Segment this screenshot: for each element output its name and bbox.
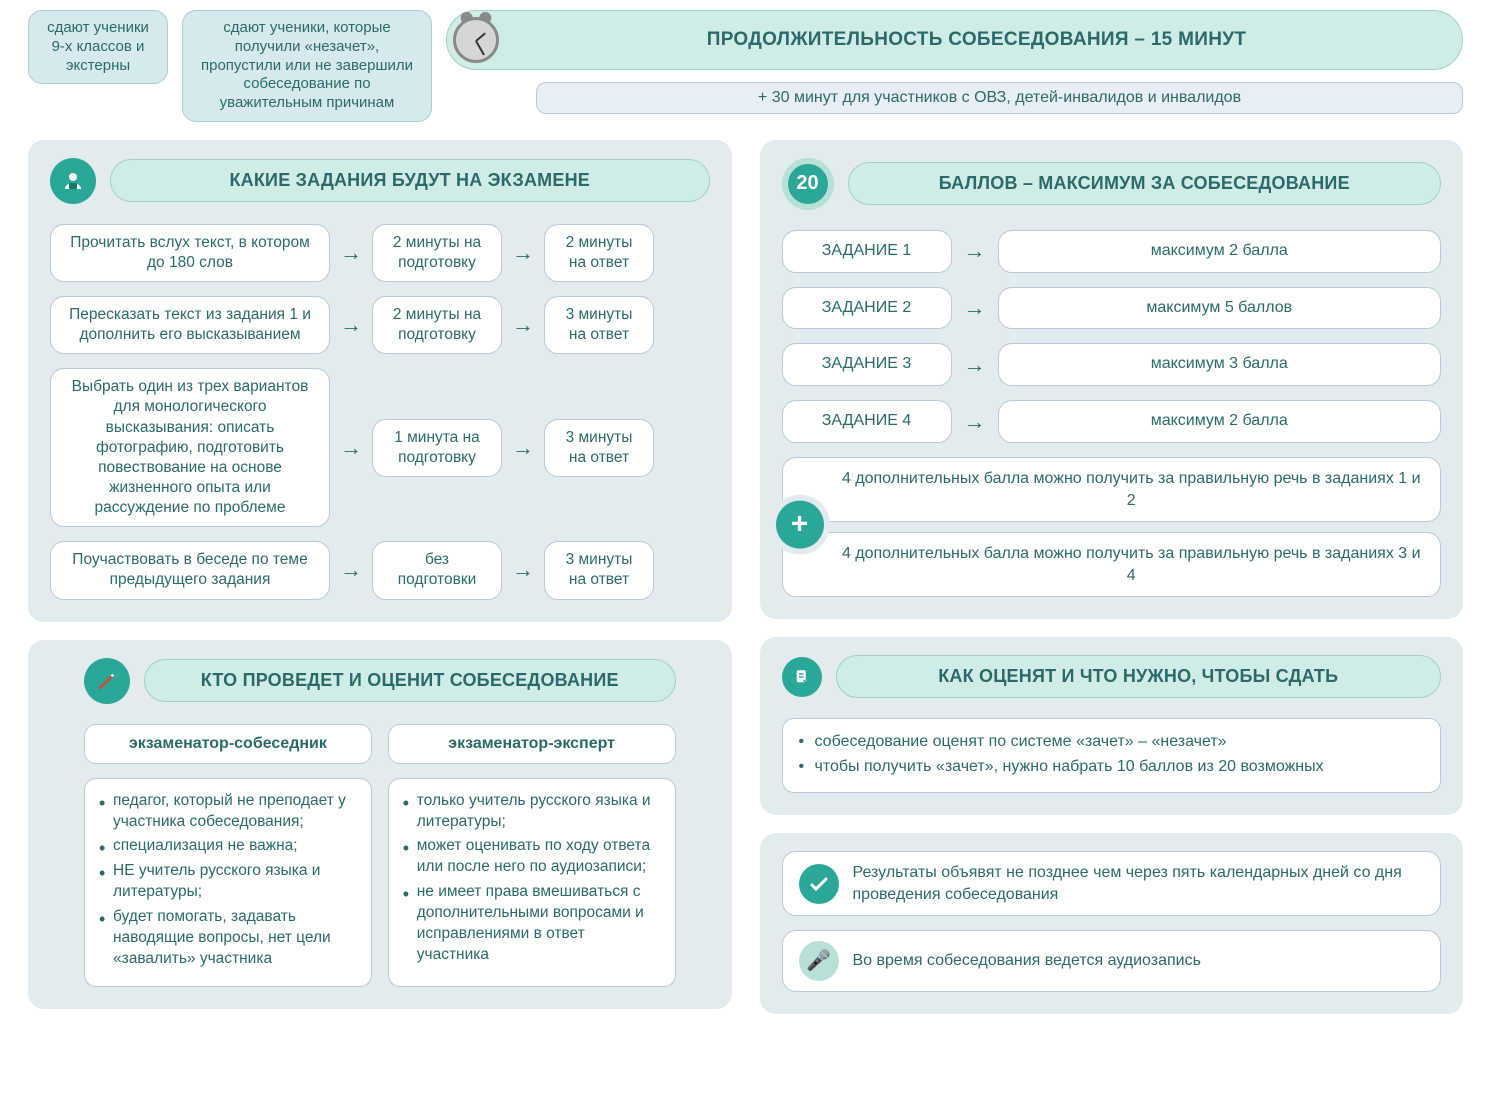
document-icon bbox=[782, 657, 822, 697]
score-max: максимум 5 баллов bbox=[998, 287, 1442, 330]
list-item: чтобы получить «зачет», нужно набрать 10… bbox=[799, 756, 1425, 778]
examiners-panel: КТО ПРОВЕДЕТ И ОЦЕНИТ СОБЕСЕДОВАНИЕ экза… bbox=[28, 640, 732, 1009]
list-item: специализация не важна; bbox=[99, 836, 357, 857]
arrow-icon: → bbox=[510, 312, 536, 338]
note-audio: 🎤 Во время собеседования ведется аудиоза… bbox=[782, 930, 1442, 992]
arrow-icon: → bbox=[962, 352, 988, 378]
task-answer: 3 минуты на ответ bbox=[544, 296, 654, 354]
note-text: Результаты объявят не позднее чем через … bbox=[853, 862, 1425, 905]
main-grid: КАКИЕ ЗАДАНИЯ БУДУТ НА ЭКЗАМЕНЕ Прочитат… bbox=[28, 140, 1463, 1015]
arrow-icon: → bbox=[510, 240, 536, 266]
bonus-2: 4 дополнительных балла можно получить за… bbox=[782, 532, 1442, 597]
examiner-role-2: экзаменатор-эксперт bbox=[388, 724, 676, 764]
arrow-icon: → bbox=[338, 435, 364, 461]
arrow-icon: → bbox=[962, 238, 988, 264]
task-prep: 1 минута на подготовку bbox=[372, 419, 502, 477]
score-row: ЗАДАНИЕ 3 → максимум 3 балла bbox=[782, 343, 1442, 386]
scoring-title: БАЛЛОВ – МАКСИМУМ ЗА СОБЕСЕДОВАНИЕ bbox=[848, 162, 1442, 205]
task-answer: 2 минуты на ответ bbox=[544, 224, 654, 282]
arrow-icon: → bbox=[510, 435, 536, 461]
pencil-icon bbox=[84, 658, 130, 704]
task-answer: 3 минуты на ответ bbox=[544, 419, 654, 477]
task-desc: Пересказать текст из задания 1 и дополни… bbox=[50, 296, 330, 354]
book-icon bbox=[50, 158, 96, 204]
tasks-title: КАКИЕ ЗАДАНИЯ БУДУТ НА ЭКЗАМЕНЕ bbox=[110, 159, 710, 202]
duration-column: ПРОДОЛЖИТЕЛЬНОСТЬ СОБЕСЕДОВАНИЯ – 15 МИН… bbox=[446, 10, 1463, 114]
list-item: педагог, который не преподает у участник… bbox=[99, 791, 357, 833]
task-row: Пересказать текст из задания 1 и дополни… bbox=[50, 296, 710, 354]
bonus-1: 4 дополнительных балла можно получить за… bbox=[782, 457, 1442, 522]
duration-title: ПРОДОЛЖИТЕЛЬНОСТЬ СОБЕСЕДОВАНИЯ – 15 МИН… bbox=[515, 29, 1438, 51]
arrow-icon: → bbox=[338, 312, 364, 338]
note-text: Во время собеседования ведется аудиозапи… bbox=[853, 950, 1201, 972]
score-max: максимум 2 балла bbox=[998, 400, 1442, 443]
list-item: НЕ учитель русского языка и литературы; bbox=[99, 861, 357, 903]
task-prep: без подготовки bbox=[372, 541, 502, 599]
score-label: ЗАДАНИЕ 3 bbox=[782, 343, 952, 386]
bonus-block: + 4 дополнительных балла можно получить … bbox=[782, 457, 1442, 597]
arrow-icon: → bbox=[962, 409, 988, 435]
score-max: максимум 3 балла bbox=[998, 343, 1442, 386]
plus-icon: + bbox=[776, 501, 824, 549]
evaluation-panel: КАК ОЦЕНЯТ И ЧТО НУЖНО, ЧТОБЫ СДАТЬ собе… bbox=[760, 637, 1464, 815]
task-row: Прочитать вслух текст, в котором до 180 … bbox=[50, 224, 710, 282]
score-label: ЗАДАНИЕ 4 bbox=[782, 400, 952, 443]
score-label: ЗАДАНИЕ 1 bbox=[782, 230, 952, 273]
arrow-icon: → bbox=[510, 557, 536, 583]
task-answer: 3 минуты на ответ bbox=[544, 541, 654, 599]
note-results: Результаты объявят не позднее чем через … bbox=[782, 851, 1442, 916]
top-row: сдают ученики 9-х классов и экстерны сда… bbox=[28, 10, 1463, 122]
task-desc: Выбрать один из трех вариантов для монол… bbox=[50, 368, 330, 527]
task-desc: Поучаствовать в беседе по теме предыдуще… bbox=[50, 541, 330, 599]
list-item: не имеет права вмешиваться с дополнитель… bbox=[403, 882, 661, 966]
participants-pill-1: сдают ученики 9-х классов и экстерны bbox=[28, 10, 168, 84]
score-row: ЗАДАНИЕ 2 → максимум 5 баллов bbox=[782, 287, 1442, 330]
examiner-list-2: только учитель русского языка и литерату… bbox=[388, 778, 676, 987]
score-max: максимум 2 балла bbox=[998, 230, 1442, 273]
score-row: ЗАДАНИЕ 4 → максимум 2 балла bbox=[782, 400, 1442, 443]
notes-panel: Результаты объявят не позднее чем через … bbox=[760, 833, 1464, 1014]
evaluation-box: собеседование оценят по системе «зачет» … bbox=[782, 718, 1442, 793]
examiners-title: КТО ПРОВЕДЕТ И ОЦЕНИТ СОБЕСЕДОВАНИЕ bbox=[144, 659, 676, 702]
right-column: 20 БАЛЛОВ – МАКСИМУМ ЗА СОБЕСЕДОВАНИЕ ЗА… bbox=[760, 140, 1464, 1015]
score-badge: 20 bbox=[782, 158, 834, 210]
duration-banner: ПРОДОЛЖИТЕЛЬНОСТЬ СОБЕСЕДОВАНИЯ – 15 МИН… bbox=[446, 10, 1463, 70]
examiner-role-1: экзаменатор-собеседник bbox=[84, 724, 372, 764]
list-item: собеседование оценят по системе «зачет» … bbox=[799, 731, 1425, 753]
tasks-panel: КАКИЕ ЗАДАНИЯ БУДУТ НА ЭКЗАМЕНЕ Прочитат… bbox=[28, 140, 732, 622]
arrow-icon: → bbox=[338, 557, 364, 583]
scoring-panel: 20 БАЛЛОВ – МАКСИМУМ ЗА СОБЕСЕДОВАНИЕ ЗА… bbox=[760, 140, 1464, 620]
task-desc: Прочитать вслух текст, в котором до 180 … bbox=[50, 224, 330, 282]
task-row: Выбрать один из трех вариантов для монол… bbox=[50, 368, 710, 527]
task-prep: 2 минуты на подготовку bbox=[372, 224, 502, 282]
arrow-icon: → bbox=[962, 295, 988, 321]
list-item: только учитель русского языка и литерату… bbox=[403, 791, 661, 833]
evaluation-title: КАК ОЦЕНЯТ И ЧТО НУЖНО, ЧТОБЫ СДАТЬ bbox=[836, 655, 1442, 698]
duration-sub: + 30 минут для участников с ОВЗ, детей-и… bbox=[536, 82, 1463, 114]
participants-pill-2: сдают ученики, которые получили «незачет… bbox=[182, 10, 432, 122]
task-prep: 2 минуты на подготовку bbox=[372, 296, 502, 354]
mic-icon: 🎤 bbox=[799, 941, 839, 981]
list-item: может оценивать по ходу ответа или после… bbox=[403, 836, 661, 878]
clock-icon bbox=[453, 17, 499, 63]
arrow-icon: → bbox=[338, 240, 364, 266]
score-label: ЗАДАНИЕ 2 bbox=[782, 287, 952, 330]
score-row: ЗАДАНИЕ 1 → максимум 2 балла bbox=[782, 230, 1442, 273]
examiner-list-1: педагог, который не преподает у участник… bbox=[84, 778, 372, 987]
list-item: будет помогать, задавать наводящие вопро… bbox=[99, 907, 357, 970]
check-icon bbox=[799, 864, 839, 904]
task-row: Поучаствовать в беседе по теме предыдуще… bbox=[50, 541, 710, 599]
left-column: КАКИЕ ЗАДАНИЯ БУДУТ НА ЭКЗАМЕНЕ Прочитат… bbox=[28, 140, 732, 1015]
